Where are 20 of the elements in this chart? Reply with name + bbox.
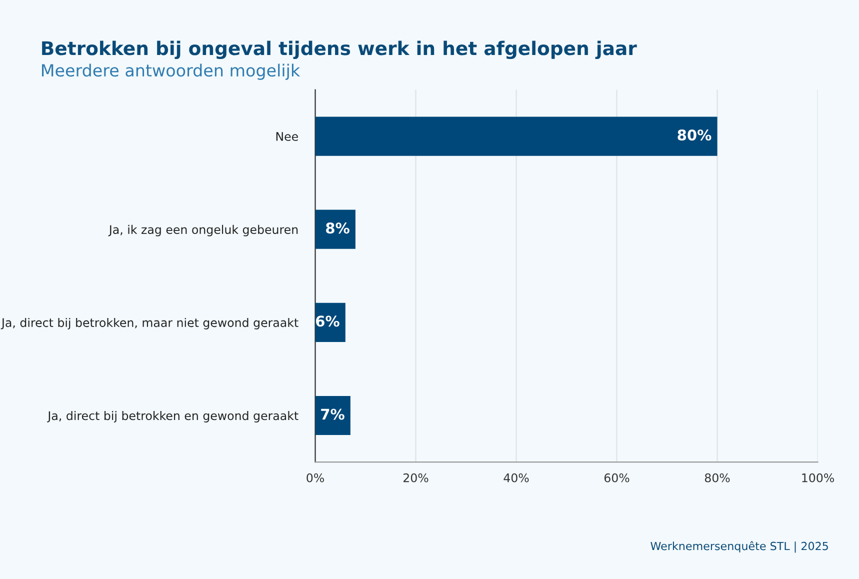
- bar: [315, 210, 356, 249]
- bar: [315, 116, 718, 156]
- y-tick-label: Ja, direct bij betrokken en gewond geraakt: [47, 411, 298, 422]
- data-label: 80%: [678, 129, 712, 141]
- x-tick-label: 60%: [604, 473, 630, 482]
- x-tick-label: 20%: [404, 473, 428, 482]
- x-tick-label: 40%: [504, 473, 529, 482]
- chart-title: Betrokken bij ongeval tijdens werk in het afgelopen jaar: [42, 40, 637, 60]
- y-tick-label: Nee: [276, 132, 298, 141]
- bar: [315, 396, 350, 436]
- x-tick-label: 100%: [802, 473, 834, 482]
- text: Werknemersenquête STL | 2025: [650, 541, 828, 553]
- x-tick-label: 80%: [704, 473, 730, 482]
- y-tick-label: Ja, ik zag een ongeluk gebeuren: [108, 224, 298, 236]
- data-label: 8%: [326, 222, 350, 234]
- y-tick-label: Ja, direct bij betrokken, maar niet gewond geraakt: [0, 318, 298, 330]
- text: Meerdere antwoorden mogelijk: [42, 64, 300, 80]
- data-label: 6%: [316, 316, 340, 327]
- x-tick-label: 0%: [306, 473, 324, 482]
- data-label: 7%: [321, 408, 344, 420]
